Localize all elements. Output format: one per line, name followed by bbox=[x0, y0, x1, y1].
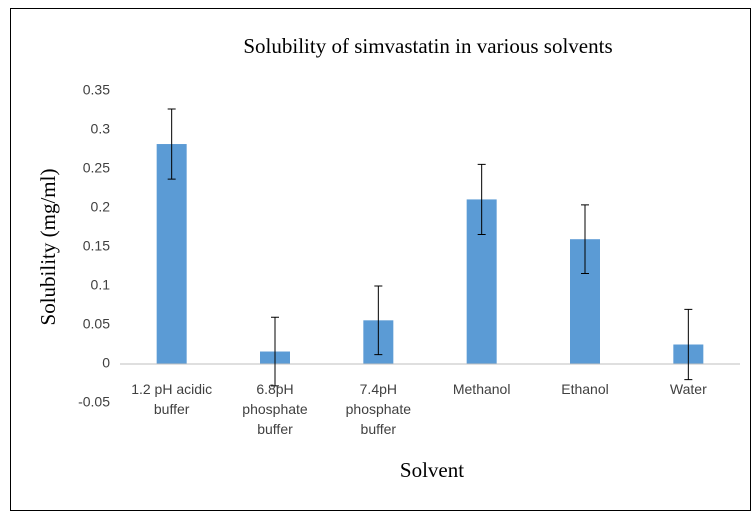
y-tick-label: 0.05 bbox=[83, 316, 110, 332]
y-tick-label: 0.35 bbox=[83, 82, 110, 98]
x-tick-label: Water bbox=[669, 381, 707, 397]
x-tick-label: Methanol bbox=[452, 381, 511, 397]
y-tick-label: 0.2 bbox=[91, 199, 111, 215]
error-bar bbox=[271, 316, 279, 387]
error-bar bbox=[167, 108, 176, 180]
x-axis-title: Solvent bbox=[400, 458, 464, 482]
x-tick-label: 7.4pH phosphate buffer bbox=[345, 381, 412, 437]
y-axis-title: Solubility (mg/ml) bbox=[36, 169, 60, 326]
y-tick-label: 0 bbox=[102, 355, 110, 371]
x-tick-label: 6.8pH phosphate buffer bbox=[242, 381, 308, 437]
x-tick-label: Ethanol bbox=[561, 381, 609, 397]
y-tick-label: 0.25 bbox=[83, 160, 110, 176]
error-bar bbox=[477, 163, 486, 236]
chart-title: Solubility of simvastatin in various sol… bbox=[243, 34, 612, 58]
error-bar bbox=[581, 204, 589, 275]
x-tick-label: 1.2 pH acidic buffer bbox=[131, 381, 213, 417]
y-tick-label: 0.3 bbox=[91, 121, 111, 137]
bar bbox=[156, 144, 187, 364]
error-bar bbox=[684, 308, 693, 381]
frame bbox=[10, 8, 751, 511]
y-tick-label: -0.05 bbox=[78, 394, 110, 410]
y-tick-label: 0.15 bbox=[83, 238, 110, 254]
y-tick-label: 0.1 bbox=[91, 277, 111, 293]
error-bar bbox=[374, 285, 383, 356]
